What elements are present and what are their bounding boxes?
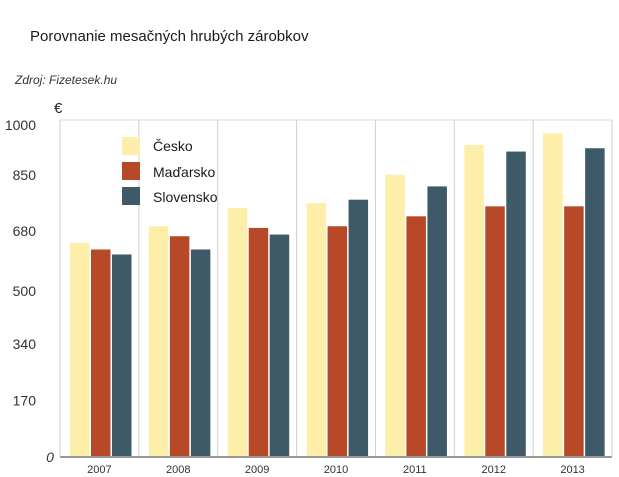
source-note: Zdroj: Fizetesek.hu xyxy=(14,73,117,87)
y-tick-label: 850 xyxy=(13,167,37,183)
x-tick-label: 2008 xyxy=(166,464,190,476)
bar-cesko-2009 xyxy=(227,208,248,457)
legend-label-madarsko: Maďarsko xyxy=(153,164,216,180)
bar-madarsko-2013 xyxy=(564,206,584,457)
y-axis-unit: € xyxy=(54,100,63,117)
bar-madarsko-2012 xyxy=(485,206,505,457)
x-tick-label: 2009 xyxy=(245,464,269,476)
x-tick-label: 2007 xyxy=(87,464,111,476)
bar-slovensko-2008 xyxy=(190,249,211,457)
bar-cesko-2011 xyxy=(385,174,405,458)
bar-cesko-2012 xyxy=(464,144,484,458)
bar-slovensko-2011 xyxy=(427,186,447,458)
legend-label-cesko: Česko xyxy=(153,138,193,154)
bar-cesko-2013 xyxy=(543,133,563,458)
legend-item-slovensko: Slovensko xyxy=(122,187,218,205)
y-tick-label: 1000 xyxy=(5,117,36,133)
legend-item-cesko: Česko xyxy=(122,137,193,155)
y-tick-label: 680 xyxy=(13,223,37,239)
bar-cesko-2007 xyxy=(70,242,90,457)
bar-madarsko-2008 xyxy=(169,236,190,457)
legend-item-madarsko: Maďarsko xyxy=(122,162,216,180)
bar-slovensko-2012 xyxy=(506,151,526,457)
x-tick-label: 2013 xyxy=(560,464,584,476)
y-tick-label: 0 xyxy=(46,449,54,465)
y-tick-label: 340 xyxy=(13,336,37,352)
bar-madarsko-2009 xyxy=(248,227,269,457)
y-tick-label: 500 xyxy=(13,283,37,299)
legend: Česko Maďarsko Slovensko xyxy=(122,137,218,205)
y-tick-label: 170 xyxy=(13,393,37,409)
legend-swatch-madarsko xyxy=(122,162,140,180)
bar-slovensko-2010 xyxy=(348,199,369,457)
bar-cesko-2010 xyxy=(306,203,327,457)
bar-slovensko-2007 xyxy=(112,254,132,457)
bar-madarsko-2010 xyxy=(327,226,348,457)
y-tick-labels: 0 170 340 500 680 850 1000 xyxy=(5,117,54,465)
bar-slovensko-2013 xyxy=(585,148,605,458)
legend-swatch-cesko xyxy=(122,137,140,155)
bar-madarsko-2007 xyxy=(91,249,111,457)
legend-swatch-slovensko xyxy=(122,187,140,205)
bar-slovensko-2009 xyxy=(269,234,290,457)
chart-title: Porovnanie mesačných hrubých zárobkov xyxy=(30,28,309,45)
x-tick-labels: 2007 2008 2009 2010 2011 2012 2013 xyxy=(87,464,585,476)
x-tick-label: 2012 xyxy=(481,464,505,476)
bars xyxy=(70,133,605,458)
bar-cesko-2008 xyxy=(148,226,169,457)
x-tick-label: 2010 xyxy=(324,464,348,476)
legend-label-slovensko: Slovensko xyxy=(153,189,218,205)
x-tick-label: 2011 xyxy=(403,464,427,476)
bar-madarsko-2011 xyxy=(406,216,426,457)
